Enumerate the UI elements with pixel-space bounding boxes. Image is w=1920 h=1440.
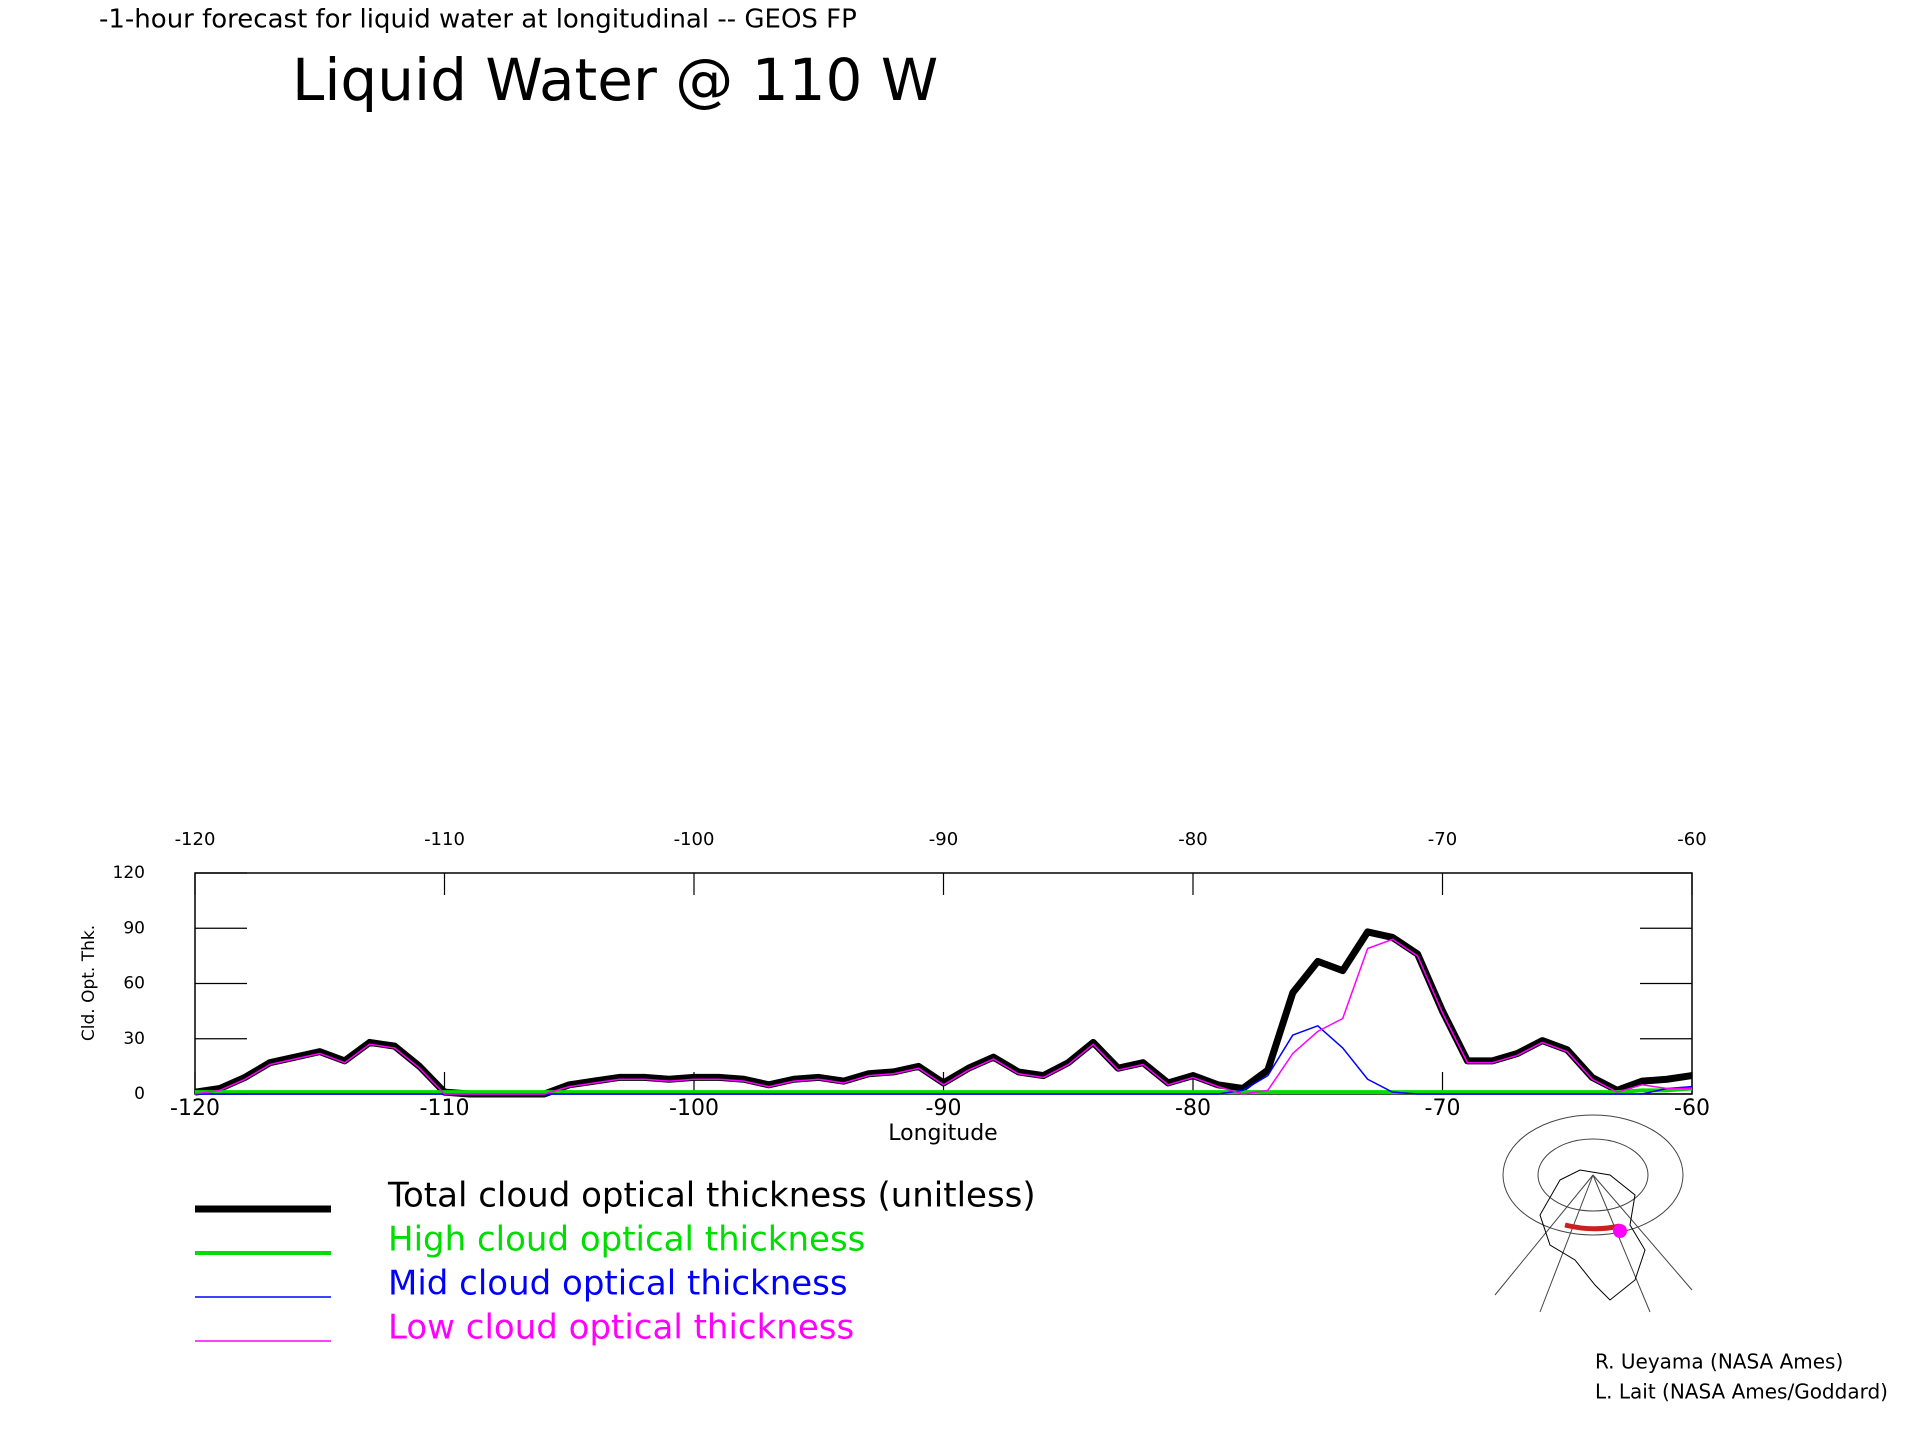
map-graticule (1537, 1138, 1649, 1212)
legend-label: Mid cloud optical thickness (388, 1264, 848, 1304)
x-tick-label-top: -90 (929, 829, 958, 850)
series-line (195, 1086, 1693, 1095)
y-tick-label: 30 (123, 1029, 145, 1049)
map-coast (1539, 1169, 1646, 1301)
x-tick-label-top: -100 (674, 829, 715, 850)
x-tick-label-top: -70 (1428, 829, 1457, 850)
x-tick-label: -110 (420, 1096, 470, 1121)
x-tick-label-top: -60 (1677, 829, 1706, 850)
y-tick-label: 0 (134, 1084, 145, 1104)
credit: L. Lait (NASA Ames/Goddard) (1595, 1380, 1888, 1404)
map-meridian (1494, 1174, 1594, 1296)
x-tick-label: -120 (170, 1096, 220, 1121)
x-tick-label: -100 (669, 1096, 719, 1121)
credit: R. Ueyama (NASA Ames) (1595, 1350, 1843, 1374)
x-tick-label-top: -120 (175, 829, 216, 850)
x-tick-label: -80 (1175, 1096, 1211, 1121)
chart-title: Liquid Water @ 110 W (292, 46, 938, 114)
map-graticule (1502, 1114, 1684, 1236)
map-meridian (1592, 1174, 1651, 1313)
legend-label: High cloud optical thickness (388, 1220, 865, 1260)
x-axis-label: Longitude (888, 1121, 997, 1146)
x-tick-label: -60 (1674, 1096, 1710, 1121)
series-line (194, 938, 1692, 1095)
legend-label: Total cloud optical thickness (unitless) (387, 1176, 1036, 1216)
legend-label: Low cloud optical thickness (388, 1308, 854, 1348)
y-tick-label: 120 (113, 863, 145, 883)
y-tick-label: 60 (123, 974, 145, 994)
map-meridian (1592, 1174, 1693, 1291)
x-tick-label: -70 (1425, 1096, 1461, 1121)
map-point (1613, 1224, 1627, 1238)
x-tick-label-top: -110 (424, 829, 465, 850)
subtitle: -1-hour forecast for liquid water at lon… (99, 5, 857, 35)
locator-map (1494, 1114, 1693, 1313)
map-meridian (1539, 1174, 1594, 1313)
y-tick-label: 90 (123, 918, 145, 938)
x-tick-label-top: -80 (1178, 829, 1207, 850)
x-tick-label: -90 (926, 1096, 962, 1121)
y-axis-label: Cld. Opt. Thk. (79, 925, 99, 1041)
